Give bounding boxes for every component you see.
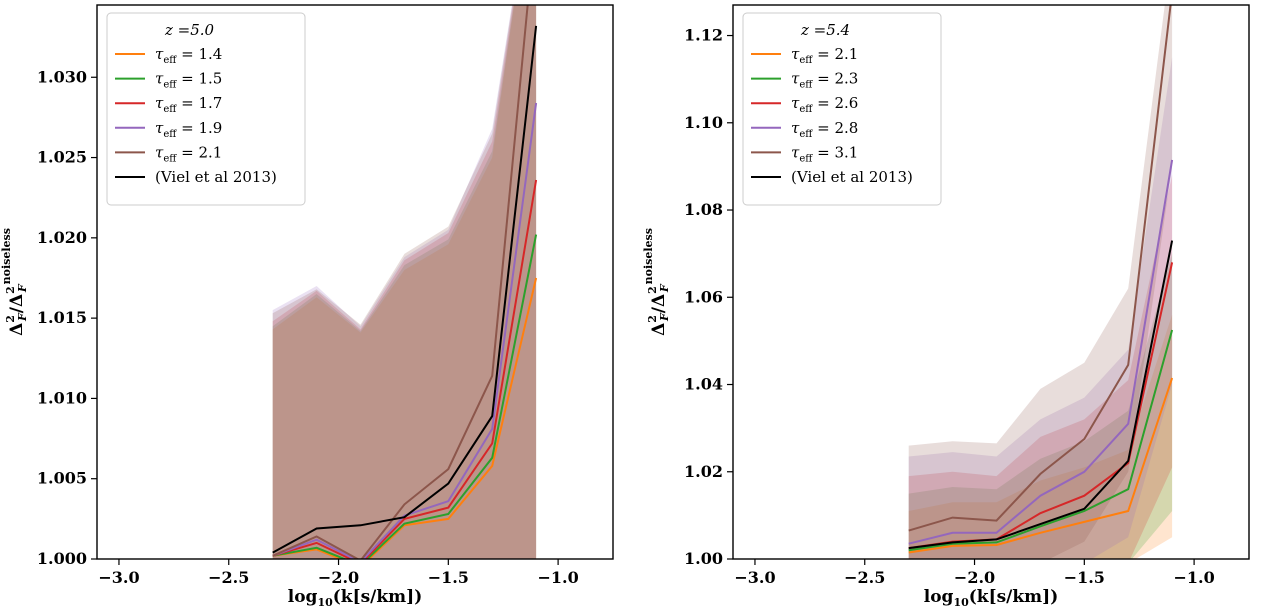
band-red [908, 175, 1173, 559]
band-orange [908, 314, 1173, 559]
series-line-green [908, 329, 1174, 552]
x-tick-label: −1.5 [428, 568, 469, 587]
x-axis-title: log10(k[s/km]) [288, 587, 423, 609]
chart-panel-right: −3.0 −2.5 −2.0 −1.5 −1.0 1.001.021.041.061.0… [642, 4, 1250, 609]
x-axis: −3.0 −2.5 −2.0 −1.5 −1.0 [98, 559, 579, 587]
x-tick-label: −1.0 [537, 568, 578, 587]
series-line-orange [272, 277, 538, 559]
legend-label: τeff = 2.6 [791, 94, 858, 115]
legend-label: (Viel et al 2013) [791, 168, 913, 186]
series-line-red [272, 179, 538, 559]
x-axis: −3.0 −2.5 −2.0 −1.5 −1.0 [734, 559, 1215, 587]
legend-label: τeff = 2.3 [791, 70, 858, 91]
y-tick-label: 1.015 [37, 308, 87, 327]
y-tick-label: 1.005 [37, 469, 87, 488]
series-line-purple [272, 102, 538, 559]
y-tick-label: 1.030 [37, 67, 87, 86]
series-lines [908, 5, 1174, 554]
legend-title: z =5.4 [800, 21, 850, 39]
series-lines [272, 5, 538, 559]
band-green [908, 253, 1173, 559]
x-axis-title: log10(k[s/km]) [924, 587, 1059, 609]
y-axis-title: Δ2F/Δ2Fnoiseless [0, 228, 29, 336]
legend-label: τeff = 1.5 [155, 70, 222, 91]
y-tick-label: 1.06 [684, 287, 723, 306]
legend: z =5.4 τeff = 2.1 τeff = 2.3 τeff = 2.6 τeff… [742, 12, 942, 206]
series-line-purple [908, 159, 1174, 545]
series-line-orange [908, 377, 1174, 554]
confidence-bands [908, 5, 1173, 559]
legend-label: τeff = 2.1 [155, 143, 222, 164]
y-tick-label: 1.010 [37, 388, 87, 407]
y-tick-label: 1.020 [37, 228, 87, 247]
legend-label: τeff = 2.8 [791, 119, 858, 140]
x-tick-label: −2.5 [844, 568, 885, 587]
y-tick-label: 1.000 [37, 549, 87, 568]
legend-title: z =5.0 [164, 21, 215, 39]
series-line-brown [272, 5, 529, 559]
x-tick-label: −3.0 [734, 568, 775, 587]
band-brown [908, 5, 1173, 559]
x-tick-label: −2.0 [318, 568, 359, 587]
legend-box [106, 12, 306, 206]
y-tick-label: 1.12 [684, 26, 723, 45]
x-tick-label: −2.5 [208, 568, 249, 587]
y-tick-label: 1.02 [684, 462, 723, 481]
legend-label: τeff = 1.7 [155, 94, 222, 115]
series-line-brown [908, 5, 1172, 532]
legend-label: τeff = 1.4 [155, 45, 222, 66]
legend: z =5.0 τeff = 1.4 τeff = 1.5 τeff = 1.7 τeff… [106, 12, 306, 206]
plot-frame [96, 4, 614, 560]
y-tick-label: 1.00 [684, 549, 723, 568]
y-axis-title: Δ2F/Δ2Fnoiseless [642, 228, 671, 336]
plot-frame [732, 4, 1250, 560]
x-tick-label: −2.0 [954, 568, 995, 587]
band-purple [908, 57, 1173, 559]
legend-label: τeff = 1.9 [155, 119, 222, 140]
band-brown [272, 5, 537, 559]
x-tick-label: −1.5 [1064, 568, 1105, 587]
x-tick-label: −1.0 [1173, 568, 1214, 587]
y-axis: 1.00 1.02 1.04 1.06 1.08 1.10 1.12 [684, 26, 733, 568]
chart-panel-left: −3.0 −2.5 −2.0 −1.5 −1.0 1.000 1.005 1.010 1.01… [0, 4, 614, 609]
series-line-green [272, 234, 538, 559]
y-tick-label: 1.10 [684, 113, 723, 132]
x-tick-label: −3.0 [98, 568, 139, 587]
y-tick-label: 1.08 [684, 200, 723, 219]
legend-box [742, 12, 942, 206]
legend-label: τeff = 2.1 [791, 45, 858, 66]
confidence-bands [272, 5, 537, 559]
y-tick-label: 1.04 [684, 375, 723, 394]
y-tick-label: 1.025 [37, 148, 87, 167]
legend-label: τeff = 3.1 [791, 143, 858, 164]
y-axis: 1.000 1.005 1.010 1.015 1.020 1.025 1.030 [37, 67, 97, 568]
series-line-black [272, 25, 538, 554]
legend-label: (Viel et al 2013) [155, 168, 277, 186]
series-line-black [908, 240, 1174, 550]
